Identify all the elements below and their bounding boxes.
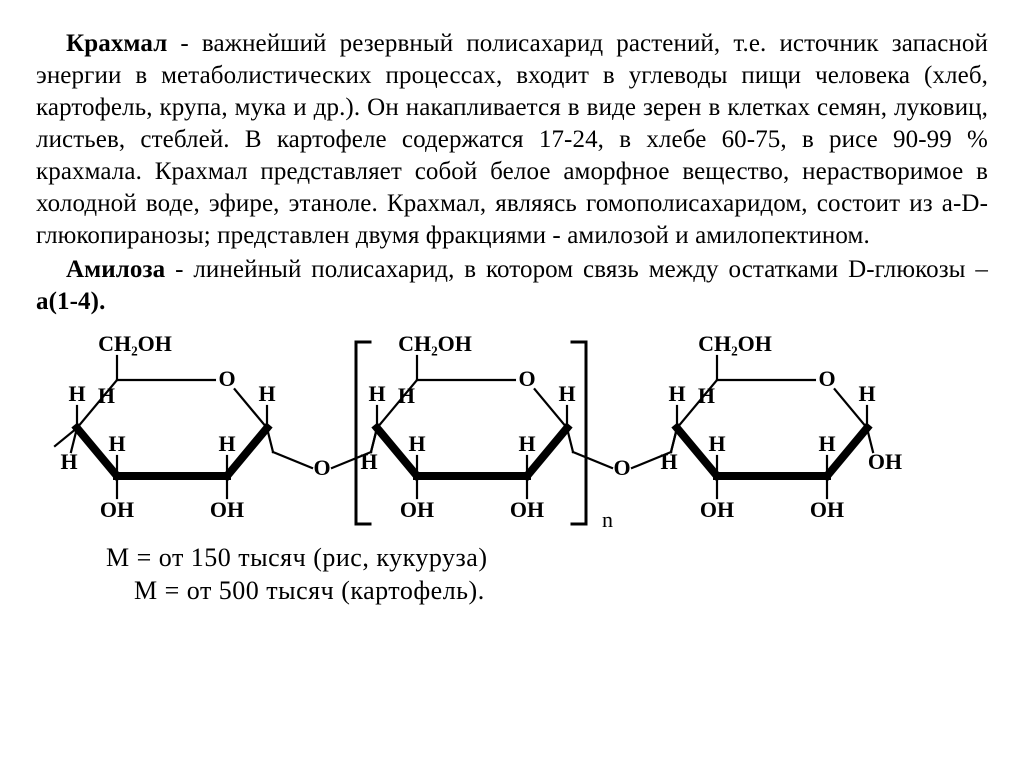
svg-text:CH₂OH: CH₂OH (698, 331, 772, 356)
svg-text:H: H (98, 383, 115, 408)
molecular-mass-lines: М = от 150 тысяч (рис, кукуруза) М = от … (36, 542, 988, 607)
svg-text:H: H (60, 449, 77, 474)
svg-text:H: H (408, 431, 425, 456)
svg-text:O: O (818, 366, 835, 391)
svg-text:OH: OH (868, 449, 902, 474)
svg-text:H: H (368, 381, 385, 406)
svg-text:H: H (558, 381, 575, 406)
svg-text:H: H (108, 431, 125, 456)
svg-text:OH: OH (400, 497, 434, 522)
svg-text:n: n (602, 507, 613, 532)
mass-line-2: М = от 500 тысяч (картофель). (106, 575, 988, 608)
svg-text:H: H (858, 381, 875, 406)
svg-text:OH: OH (100, 497, 134, 522)
svg-text:H: H (398, 383, 415, 408)
mass-line-1: М = от 150 тысяч (рис, кукуруза) (106, 542, 988, 575)
svg-text:H: H (258, 381, 275, 406)
svg-text:H: H (668, 381, 685, 406)
svg-text:H: H (818, 431, 835, 456)
term-amylose: Амилоза (66, 256, 165, 283)
svg-text:H: H (218, 431, 235, 456)
svg-text:H: H (518, 431, 535, 456)
svg-text:O: O (313, 455, 330, 480)
p1-body: - важнейший резервный полисахарид растен… (36, 30, 988, 249)
svg-text:OH: OH (210, 497, 244, 522)
linkage-bold: a(1-4). (36, 288, 105, 315)
svg-text:CH₂OH: CH₂OH (98, 331, 172, 356)
paragraph-amylose: Амилоза - линейный полисахарид, в которо… (36, 254, 988, 318)
p2-body: - линейный полисахарид, в котором связь … (165, 256, 988, 283)
svg-text:O: O (518, 366, 535, 391)
paragraph-starch: Крахмал - важнейший резервный полисахари… (36, 28, 988, 252)
svg-text:CH₂OH: CH₂OH (398, 331, 472, 356)
svg-text:OH: OH (510, 497, 544, 522)
svg-text:OH: OH (700, 497, 734, 522)
term-starch: Крахмал (66, 30, 167, 57)
svg-text:H: H (698, 383, 715, 408)
svg-text:H: H (708, 431, 725, 456)
svg-text:H: H (68, 381, 85, 406)
svg-text:O: O (218, 366, 235, 391)
glucose-chain-svg: OCH₂OHHHHOHHOHHHOCH₂OHHHHOHHOHHHOCH₂OHHH… (52, 328, 972, 538)
svg-text:O: O (613, 455, 630, 480)
svg-text:OH: OH (810, 497, 844, 522)
amylose-structure-figure: OCH₂OHHHHOHHOHHHOCH₂OHHHHOHHOHHHOCH₂OHHH… (36, 328, 988, 538)
